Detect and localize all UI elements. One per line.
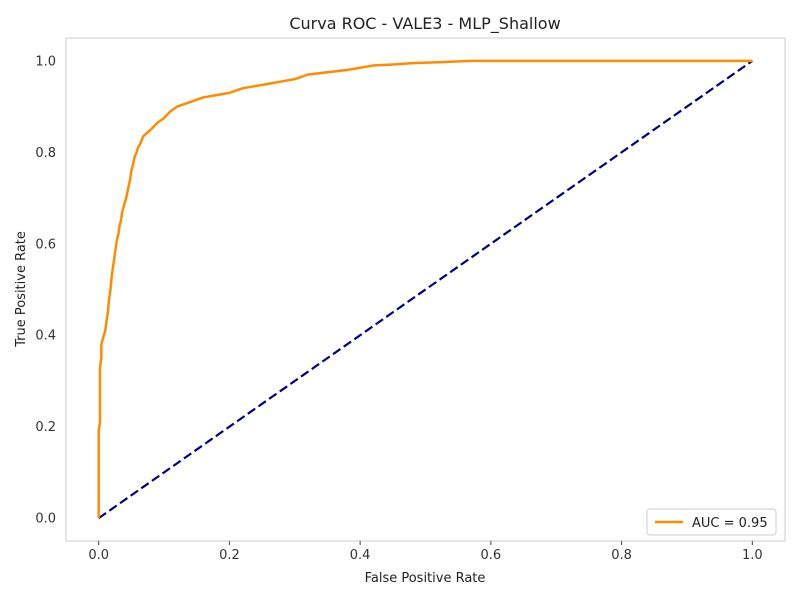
- roc-curve-line: [97, 59, 753, 519]
- y-tick-label: 0.0: [35, 512, 56, 527]
- x-tick-label: 1.0: [742, 548, 763, 563]
- legend-box: [646, 508, 777, 536]
- y-tick-label: 0.8: [35, 146, 56, 161]
- y-axis-label: True Positive Rate: [14, 231, 29, 348]
- x-tick-label: 0.6: [481, 548, 502, 563]
- y-tick-label: 0.6: [35, 237, 56, 252]
- x-tick-label: 0.0: [88, 548, 109, 563]
- x-tick-label: 0.2: [219, 548, 240, 563]
- x-tick-label: 0.4: [350, 548, 371, 563]
- y-tick-label: 0.4: [35, 329, 56, 344]
- legend-label: AUC = 0.95: [692, 516, 768, 531]
- y-tick-label: 0.2: [35, 420, 56, 435]
- y-tick-label: 1.0: [35, 54, 56, 69]
- series-layer: [97, 59, 753, 520]
- legend: AUC = 0.95: [646, 508, 777, 536]
- plot-frame: [65, 37, 786, 542]
- chart-title: Curva ROC - VALE3 - MLP_Shallow: [289, 14, 560, 34]
- x-tick-label: 0.8: [611, 548, 632, 563]
- random-classifier-line: [98, 59, 753, 520]
- x-axis-ticks: 0.0 0.2 0.4 0.6 0.8 1.0: [88, 541, 763, 563]
- y-axis-ticks: 0.0 0.2 0.4 0.6 0.8 1.0: [35, 54, 56, 526]
- x-axis-label: False Positive Rate: [365, 571, 486, 586]
